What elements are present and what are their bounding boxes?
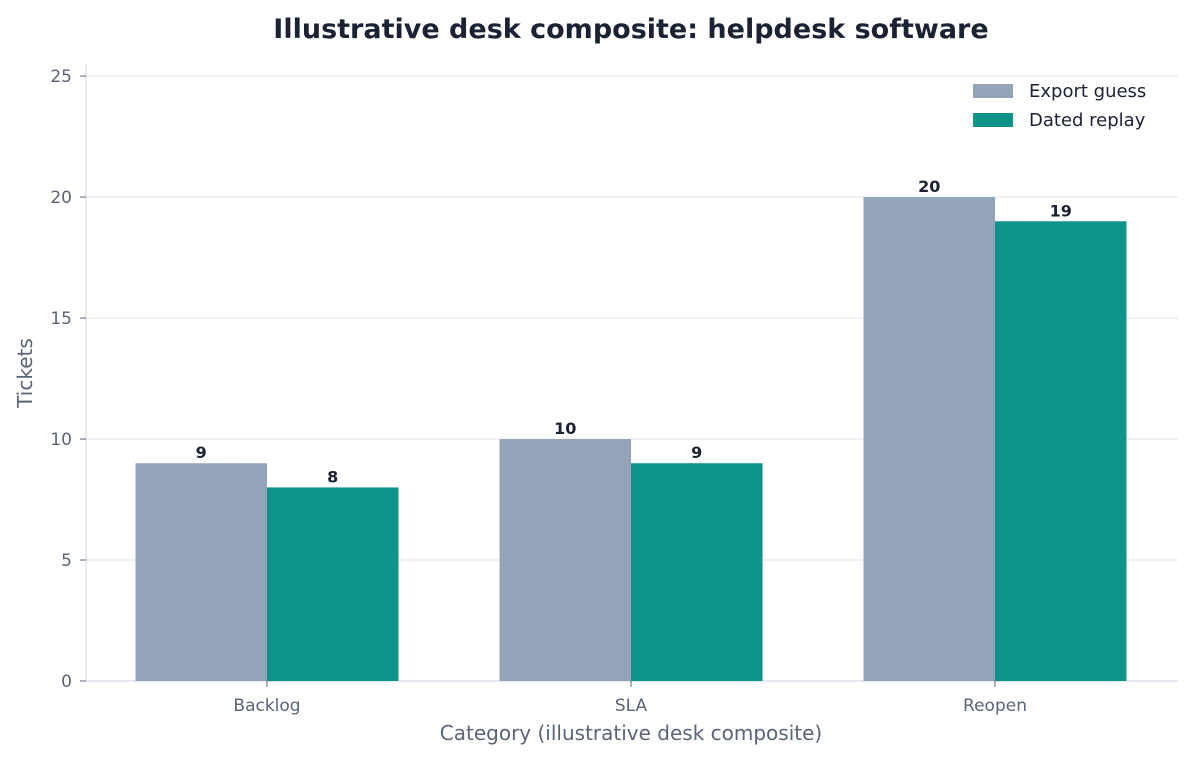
legend-swatch bbox=[973, 84, 1013, 98]
x-tick-label: SLA bbox=[615, 696, 648, 716]
x-axis-label: Category (illustrative desk composite) bbox=[440, 721, 822, 745]
chart-title: Illustrative desk composite: helpdesk so… bbox=[273, 14, 988, 45]
y-tick-label: 20 bbox=[50, 188, 72, 208]
legend-label: Export guess bbox=[1029, 81, 1146, 102]
bar-value-label: 10 bbox=[554, 419, 576, 438]
x-tick-label: Reopen bbox=[963, 696, 1027, 716]
x-axis-ticks: Backlog SLA Reopen bbox=[233, 681, 1027, 716]
data-labels: 9 8 10 9 20 19 bbox=[196, 177, 1072, 486]
y-axis-ticks: 0 5 10 15 20 25 bbox=[50, 67, 86, 692]
legend: Export guess Dated replay bbox=[973, 81, 1146, 131]
bars bbox=[135, 197, 1127, 681]
y-tick-label: 10 bbox=[50, 430, 72, 450]
y-tick-label: 25 bbox=[50, 67, 72, 87]
bar bbox=[135, 463, 267, 681]
bar bbox=[267, 487, 399, 681]
y-tick-label: 0 bbox=[61, 672, 72, 692]
bar-value-label: 19 bbox=[1050, 201, 1072, 220]
bar-value-label: 9 bbox=[196, 443, 207, 462]
legend-label: Dated replay bbox=[1029, 110, 1146, 131]
x-tick-label: Backlog bbox=[233, 696, 300, 716]
bar-value-label: 8 bbox=[327, 467, 338, 486]
y-axis-label: Tickets bbox=[13, 338, 37, 409]
y-tick-label: 15 bbox=[50, 309, 72, 329]
bar bbox=[499, 439, 631, 681]
bar bbox=[995, 221, 1127, 681]
bar bbox=[631, 463, 763, 681]
bar bbox=[863, 197, 995, 681]
y-tick-label: 5 bbox=[61, 551, 72, 571]
bar-value-label: 9 bbox=[691, 443, 702, 462]
bar-value-label: 20 bbox=[918, 177, 940, 196]
legend-swatch bbox=[973, 113, 1013, 127]
